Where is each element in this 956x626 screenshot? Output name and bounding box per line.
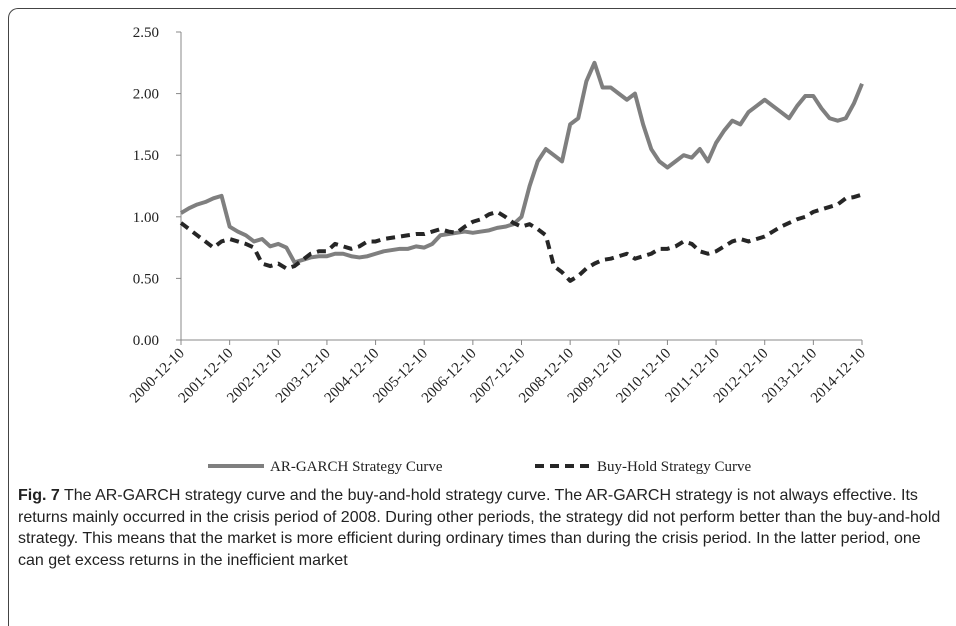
chart: 0.000.501.001.502.002.502000-12-102001-1… xyxy=(127,25,869,475)
y-tick-label: 0.50 xyxy=(133,271,159,287)
caption-label: Fig. 7 xyxy=(18,487,60,504)
y-tick-label: 0.00 xyxy=(133,333,159,349)
caption-text: The AR-GARCH strategy curve and the buy-… xyxy=(18,487,941,569)
y-tick-label: 1.00 xyxy=(133,210,159,226)
y-tick-label: 2.00 xyxy=(133,87,159,103)
series-line xyxy=(179,192,863,283)
legend-label: Buy-Hold Strategy Curve xyxy=(597,459,751,475)
figure-frame xyxy=(8,8,956,626)
legend-label: AR-GARCH Strategy Curve xyxy=(270,459,443,475)
y-tick-label: 2.50 xyxy=(133,25,159,41)
caption: Fig. 7 The AR-GARCH strategy curve and t… xyxy=(18,485,943,571)
series-line xyxy=(179,60,864,265)
y-tick-label: 1.50 xyxy=(133,148,159,164)
